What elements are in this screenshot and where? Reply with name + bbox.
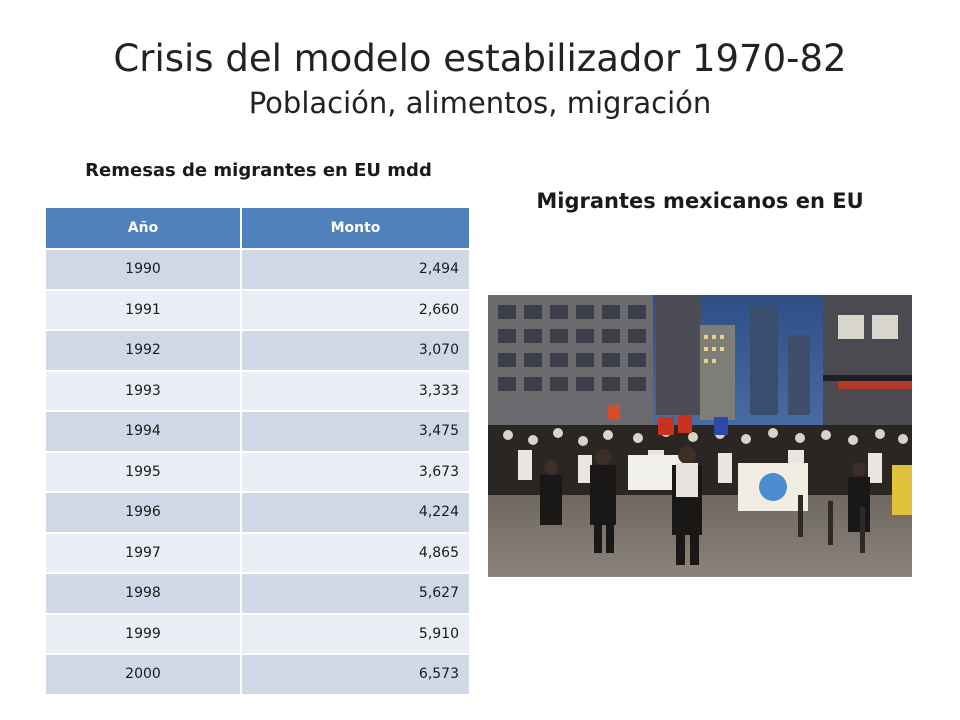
year-cell: 1990 — [46, 248, 242, 290]
year-cell: 1999 — [46, 612, 242, 654]
amount-cell: 5,910 — [241, 612, 471, 654]
amount-cell: 3,673 — [241, 450, 471, 492]
column-header-year: Año — [46, 208, 242, 249]
table-row: 1992 3,070 — [46, 329, 471, 371]
table-row: 1993 3,333 — [46, 369, 471, 411]
amount-cell: 3,070 — [241, 329, 471, 371]
crowd-of-protesters-photo — [488, 295, 912, 577]
table-row: 1996 4,224 — [46, 491, 471, 533]
amount-cell: 6,573 — [241, 653, 471, 694]
year-cell: 1994 — [46, 410, 242, 452]
year-cell: 1993 — [46, 369, 242, 411]
amount-cell: 4,224 — [241, 491, 471, 533]
year-cell: 1998 — [46, 572, 242, 614]
amount-cell: 3,333 — [241, 369, 471, 411]
amount-cell: 2,660 — [241, 288, 471, 330]
slide-title-block: Crisis del modelo estabilizador 1970-82 … — [0, 37, 960, 120]
table-row: 1995 3,673 — [46, 450, 471, 492]
year-cell: 1992 — [46, 329, 242, 371]
table-row: 1990 2,494 — [46, 248, 471, 290]
table-row: 1998 5,627 — [46, 572, 471, 614]
photo-caption: Migrantes mexicanos en EU — [536, 189, 864, 213]
year-cell: 2000 — [46, 653, 242, 694]
table-row: 1991 2,660 — [46, 288, 471, 330]
column-header-amount: Monto — [241, 208, 471, 249]
year-cell: 1996 — [46, 491, 242, 533]
year-cell: 1995 — [46, 450, 242, 492]
table-row: 1997 4,865 — [46, 531, 471, 573]
table-header-row: Año Monto — [46, 208, 471, 249]
amount-cell: 3,475 — [241, 410, 471, 452]
year-cell: 1991 — [46, 288, 242, 330]
slide-title: Crisis del modelo estabilizador 1970-82 — [113, 37, 847, 80]
amount-cell: 4,865 — [241, 531, 471, 573]
amount-cell: 5,627 — [241, 572, 471, 614]
table-caption: Remesas de migrantes en EU mdd — [85, 160, 432, 181]
slide-subtitle: Población, alimentos, migración — [248, 85, 712, 120]
remittances-table: Año Monto 1990 2,494 1991 2,660 1992 3,0… — [46, 208, 471, 694]
year-cell: 1997 — [46, 531, 242, 573]
amount-cell: 2,494 — [241, 248, 471, 290]
table-row: 1994 3,475 — [46, 410, 471, 452]
table-row: 2000 6,573 — [46, 653, 471, 694]
table-row: 1999 5,910 — [46, 612, 471, 654]
